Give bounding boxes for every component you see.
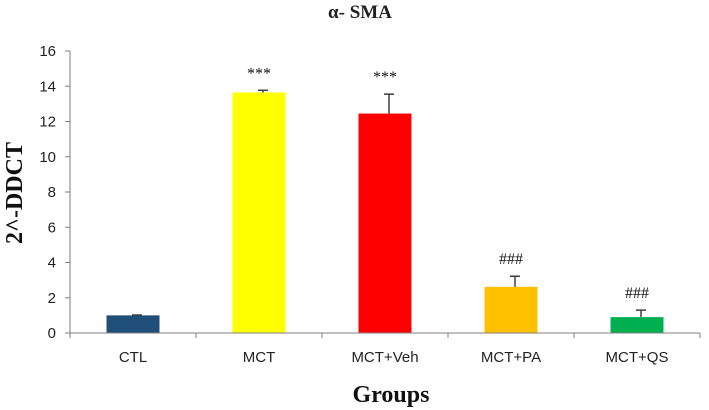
bar-mct [232, 92, 286, 333]
bar-mct-veh [358, 113, 412, 333]
y-tick-label: 16 [39, 43, 56, 60]
y-axis-ticks: 0 2 4 6 8 10 12 14 16 [39, 43, 70, 342]
bars [106, 92, 664, 333]
y-tick-label: 2 [48, 290, 56, 307]
significance-label: *** [373, 69, 397, 86]
x-tick-label: MCT+QS [606, 349, 669, 366]
y-tick-label: 14 [39, 78, 56, 95]
x-axis-ticks: CTL MCT MCT+Veh MCT+PA MCT+QS [69, 333, 701, 366]
y-axis-title: 2^-DDCT [2, 142, 28, 244]
x-tick-label: MCT+Veh [351, 349, 418, 366]
significance-label: ### [499, 251, 523, 268]
x-tick-label: MCT [243, 349, 276, 366]
y-tick-label: 0 [48, 325, 56, 342]
y-tick-label: 8 [48, 184, 56, 201]
x-tick-label: MCT+PA [481, 349, 541, 366]
x-tick-label: CTL [119, 349, 147, 366]
y-tick-label: 10 [39, 149, 56, 166]
significance-label: ### [625, 285, 649, 302]
y-tick-label: 4 [48, 255, 56, 272]
bar-mct-qs [610, 317, 664, 333]
y-tick-label: 6 [48, 219, 56, 236]
chart-title: α- SMA [328, 2, 392, 23]
bar-ctl [106, 315, 160, 333]
error-bars [132, 89, 646, 318]
significance-label: *** [247, 65, 271, 82]
bar-mct-pa [484, 286, 538, 333]
y-tick-label: 12 [39, 114, 56, 131]
x-axis-title: Groups [353, 382, 430, 408]
significance-annotations: *** *** ### ### [247, 65, 649, 302]
